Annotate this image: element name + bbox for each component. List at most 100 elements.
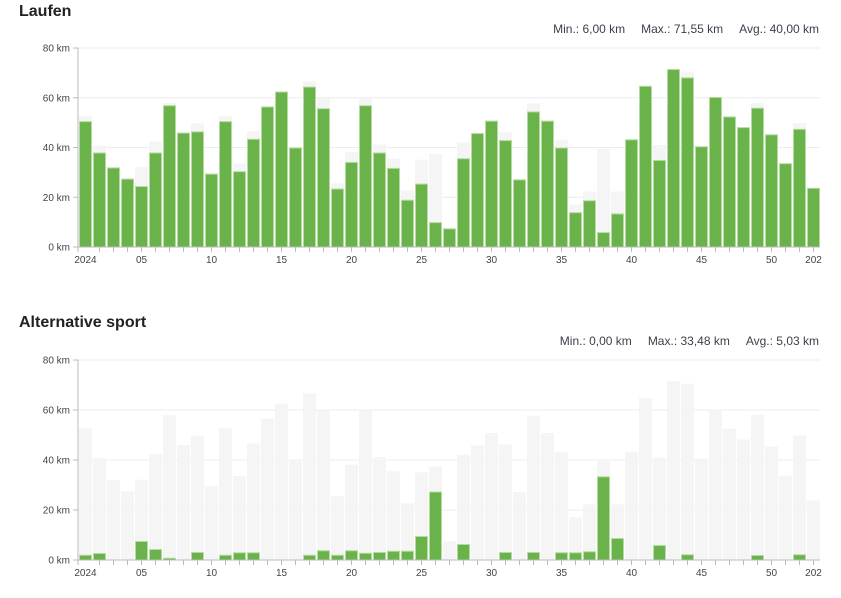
bar [653,545,666,561]
x-tick-label: 40 [626,255,638,266]
bar [793,128,806,248]
total-bar [373,457,386,560]
x-tick-label: 30 [486,568,498,579]
total-bar [135,479,148,560]
total-bar [191,435,204,560]
bar [765,134,778,248]
bar [667,69,680,248]
total-bar [261,418,274,560]
bar [639,85,652,248]
running-chart: 0 km 20 km 40 km 60 km 80 km 2024 05 10 15 20 25 30… [43,44,823,267]
total-bar [443,541,456,560]
x-tick-label: 05 [136,568,148,579]
bar [79,121,92,248]
bar [205,173,218,248]
bar [247,138,260,248]
bar [793,554,806,561]
bar [107,167,120,248]
bar [541,120,554,248]
bar [569,212,582,248]
total-bar [499,444,512,560]
total-bar [471,445,484,560]
bar [163,105,176,248]
bar [723,116,736,248]
bar [583,200,596,248]
total-bar [219,428,232,560]
total-bar [163,415,176,560]
total-bar [457,454,470,560]
total-bar [695,458,708,560]
x-tick-label: 05 [136,255,148,266]
bar [219,121,232,248]
bar [163,557,176,561]
y-tick-label: 0 km [48,556,70,567]
total-bar [233,476,246,560]
total-bar [625,451,638,560]
y-tick-label: 80 km [43,356,70,367]
total-bar [247,443,260,560]
bar [527,552,540,561]
total-bar [79,428,92,560]
bar [303,86,316,248]
y-tick-label: 60 km [43,93,70,104]
x-tick-label: 10 [206,568,218,579]
bar [499,552,512,561]
x-tick-label: 40 [626,568,638,579]
bar [317,108,330,248]
x-tick-label: 25 [416,255,428,266]
total-bar [793,435,806,560]
total-bar [429,466,442,560]
bar [373,152,386,248]
bar [359,105,372,248]
x-tick-label: 45 [696,568,708,579]
bar [807,187,820,248]
bar [177,132,190,248]
bar [233,171,246,248]
bar [709,97,722,248]
bar [135,186,148,248]
bar [401,199,414,248]
x-tick-label: 35 [556,255,568,266]
bar [555,552,568,561]
bar [737,127,750,248]
running-min: Min.: 6,00 km [553,22,626,36]
bar [191,131,204,248]
total-bar [597,148,610,247]
bar [681,77,694,248]
x-tick-label: 25 [416,568,428,579]
bar [303,554,316,561]
y-tick-label: 60 km [43,406,70,417]
bar [317,550,330,561]
running-stats: Min.: 6,00 km Max.: 71,55 km Avg.: 40,00… [553,22,819,36]
total-bar [597,461,610,560]
bar [471,133,484,248]
bar [569,552,582,561]
total-bar [709,409,722,560]
total-bar [667,381,680,560]
bar [751,107,764,248]
x-tick-label: 202 [805,568,822,579]
x-tick-label: 35 [556,568,568,579]
x-tick-label: 202 [805,255,822,266]
bar [135,541,148,561]
y-tick-label: 40 km [43,143,70,154]
bar [695,146,708,248]
bar [485,120,498,248]
bar [275,91,288,248]
alternative-min: Min.: 0,00 km [559,334,632,348]
y-tick-label: 20 km [43,193,70,204]
bar [653,159,666,248]
bar [331,188,344,248]
x-tick-label: 10 [206,255,218,266]
total-bar [331,496,344,560]
x-tick-label: 30 [486,255,498,266]
bar [429,222,442,248]
total-bar [205,486,218,560]
bar [429,491,442,561]
y-tick-label: 20 km [43,506,70,517]
running-max: Max.: 71,55 km [641,22,724,36]
total-bar [751,415,764,560]
total-bar [345,464,358,560]
x-tick-label: 50 [766,568,778,579]
total-bar [513,492,526,560]
